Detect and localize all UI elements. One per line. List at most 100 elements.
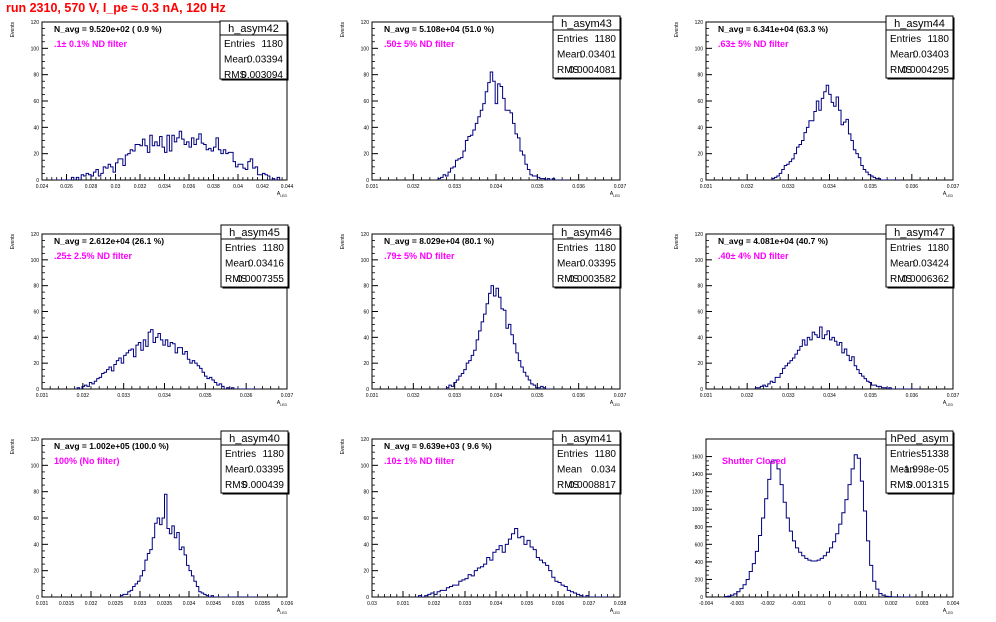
y-tick-label: 120 xyxy=(31,20,40,26)
y-tick-label: 120 xyxy=(361,437,370,443)
x-tick-label: 0.033 xyxy=(448,393,461,399)
y-tick-label: 0 xyxy=(366,178,369,184)
x-tick-label: 0.042 xyxy=(256,184,269,190)
stats-value: 1180 xyxy=(594,449,616,460)
y-tick-label: 40 xyxy=(33,335,39,341)
y-tick-label: 20 xyxy=(33,569,39,575)
stats-key: Mean xyxy=(890,259,915,270)
filter-label: .1± 0.1% ND filter xyxy=(54,39,127,49)
y-tick-label: 60 xyxy=(33,516,39,522)
y-tick-label: 80 xyxy=(33,284,39,290)
y-tick-label: 40 xyxy=(363,335,369,341)
navg-label: N_avg = 5.108e+04 (51.0 %) xyxy=(384,24,494,34)
y-tick-label: 120 xyxy=(695,232,704,238)
stats-key: RMS xyxy=(224,70,247,81)
x-tick-label: 0.034 xyxy=(823,184,836,190)
y-tick-label: 80 xyxy=(697,73,703,79)
stats-value: 1180 xyxy=(262,449,284,460)
navg-label: N_avg = 6.341e+04 (63.3 %) xyxy=(718,24,828,34)
y-tick-label: 100 xyxy=(695,46,704,52)
y-tick-label: 80 xyxy=(697,284,703,290)
stats-box: h_asym42 Entries 1180 Mean0.03394RMS0.00309… xyxy=(219,20,289,81)
y-axis-label: Events xyxy=(340,234,346,250)
x-axis-label: ALED xyxy=(610,191,621,198)
stats-value: 0.034 xyxy=(591,465,616,476)
x-axis-label: ALED xyxy=(943,400,954,407)
stats-value: 0.03416 xyxy=(248,259,285,270)
x-tick-label: 0.036 xyxy=(240,393,253,399)
x-tick-label: 0.032 xyxy=(407,393,420,399)
y-tick-label: 20 xyxy=(33,152,39,158)
x-tick-label: 0.0335 xyxy=(157,601,173,607)
filter-label: .25± 2.5% ND filter xyxy=(54,251,132,261)
histogram-series xyxy=(74,329,261,389)
stats-value: 0.0004295 xyxy=(902,65,950,76)
x-tick-label: 0.032 xyxy=(741,393,754,399)
histogram-series xyxy=(771,84,901,180)
y-tick-label: 20 xyxy=(363,569,369,575)
y-axis-label: Events xyxy=(10,22,16,38)
x-tick-label: 0.031 xyxy=(36,393,49,399)
y-tick-label: 100 xyxy=(361,463,370,469)
stats-value: 1180 xyxy=(594,34,616,45)
histogram-panel-h_asym44: 0 20 40 60 80 100 120 0.031 0.032 0.033 0.034 0.035… xyxy=(674,15,959,198)
x-tick-label: 0.03 xyxy=(111,184,121,190)
stats-title: h_asym40 xyxy=(229,433,280,445)
y-tick-label: 100 xyxy=(31,46,40,52)
y-tick-label: 0 xyxy=(366,595,369,601)
stats-box: h_asym43 Entries 1180 Mean0.03401RMS0.00040… xyxy=(552,15,622,80)
x-tick-label: 0.031 xyxy=(700,393,713,399)
x-tick-label: 0.028 xyxy=(85,184,98,190)
y-tick-label: 40 xyxy=(363,542,369,548)
navg-label: N_avg = 8.029e+04 (80.1 %) xyxy=(384,236,494,246)
stats-key: Entries xyxy=(557,449,588,460)
x-tick-label: 0.035 xyxy=(531,184,544,190)
stats-key: RMS xyxy=(890,274,913,285)
y-tick-label: 20 xyxy=(697,152,703,158)
x-tick-label: 0.031 xyxy=(397,601,410,607)
stats-key: Entries xyxy=(890,449,921,460)
stats-title: h_asym47 xyxy=(894,227,945,239)
stats-title: h_asym43 xyxy=(561,18,612,30)
y-tick-label: 0 xyxy=(366,387,369,393)
y-tick-label: 20 xyxy=(697,361,703,367)
y-axis-label: Events xyxy=(340,439,346,455)
stats-key: Entries xyxy=(225,243,256,254)
stats-key: RMS xyxy=(225,274,248,285)
y-tick-label: 120 xyxy=(31,232,40,238)
y-tick-label: 40 xyxy=(697,335,703,341)
y-tick-label: 0 xyxy=(36,387,39,393)
stats-title: h_asym42 xyxy=(228,23,279,35)
x-tick-label: 0.037 xyxy=(281,393,294,399)
run-title: run 2310, 570 V, I_pe ≈ 0.3 nA, 120 Hz xyxy=(6,1,226,15)
histogram-series xyxy=(754,326,919,389)
y-tick-label: 20 xyxy=(363,361,369,367)
x-tick-label: 0.031 xyxy=(700,184,713,190)
filter-label: .40± 4% ND filter xyxy=(718,251,789,261)
stats-value: 0.0004081 xyxy=(569,65,617,76)
x-tick-label: 0.033 xyxy=(459,601,472,607)
x-tick-label: 0.035 xyxy=(531,393,544,399)
x-tick-label: 0.035 xyxy=(864,393,877,399)
stats-value: 1180 xyxy=(262,243,284,254)
x-tick-label: 0.036 xyxy=(906,184,919,190)
filter-label: .79± 5% ND filter xyxy=(384,251,455,261)
stats-box: h_asym45 Entries 1180 Mean0.03416RMS0.00073… xyxy=(220,224,290,289)
x-tick-label: 0.033 xyxy=(134,601,147,607)
y-tick-label: 100 xyxy=(31,463,40,469)
histogram-series xyxy=(437,71,568,180)
y-axis-label: Events xyxy=(10,234,16,250)
x-tick-label: 0.038 xyxy=(207,184,220,190)
y-axis-label: Events xyxy=(674,234,680,250)
y-tick-label: 120 xyxy=(695,20,704,26)
x-tick-label: 0.036 xyxy=(281,601,294,607)
y-axis-label: Events xyxy=(674,22,680,38)
y-tick-label: 400 xyxy=(695,560,704,566)
x-tick-label: 0.036 xyxy=(552,601,565,607)
histogram-panel-h_asym40: 0 20 40 60 80 100 120 0.031 0.032 0.033 0.034 0.035… xyxy=(10,430,294,615)
filter-label: 100% (No filter) xyxy=(54,456,120,466)
x-tick-label: 0.026 xyxy=(60,184,73,190)
filter-label: .50± 5% ND filter xyxy=(384,39,455,49)
